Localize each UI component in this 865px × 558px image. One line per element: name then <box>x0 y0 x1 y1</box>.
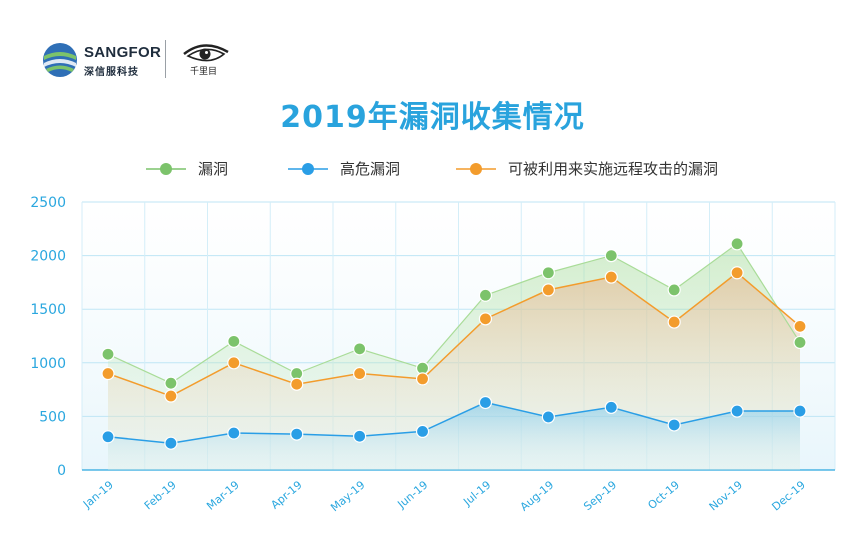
data-point <box>730 266 744 280</box>
data-point <box>101 347 115 361</box>
logo-area: SANGFOR 深信服科技 千里目 <box>38 38 298 82</box>
x-tick-label: Aug-19 <box>518 478 557 513</box>
data-point <box>541 410 555 424</box>
data-point <box>478 395 493 410</box>
x-tick-label: May-19 <box>328 478 367 514</box>
data-point <box>227 426 241 440</box>
legend-label: 高危漏洞 <box>340 160 400 178</box>
series-line <box>107 271 801 397</box>
x-tick-label: Apr-19 <box>268 478 304 511</box>
data-point <box>227 356 241 370</box>
data-point <box>353 366 367 381</box>
legend-label: 漏洞 <box>198 160 228 178</box>
x-tick-label: Oct-19 <box>645 478 682 512</box>
data-point <box>667 418 681 432</box>
data-point <box>730 237 744 251</box>
data-point <box>164 436 178 450</box>
y-tick-label: 1000 <box>30 356 66 372</box>
sangfor-brand-subtitle: 深信服科技 <box>84 67 139 78</box>
legend-item: 漏洞 <box>146 160 228 178</box>
eye-logo-icon: 千里目 <box>183 44 229 77</box>
data-point <box>353 342 367 356</box>
data-point <box>793 404 807 418</box>
legend-swatch-marker <box>302 163 314 175</box>
legend-item: 高危漏洞 <box>288 160 400 178</box>
legend: 漏洞 高危漏洞 可被利用来实施远程攻击的漏洞 <box>146 160 718 178</box>
data-point <box>478 288 493 302</box>
data-point <box>353 429 367 443</box>
x-tick-label: Feb-19 <box>142 478 179 512</box>
chart-title: 2019年漏洞收集情况 <box>280 100 585 135</box>
logo-divider <box>165 40 166 78</box>
data-point <box>604 400 618 414</box>
data-point <box>164 389 178 403</box>
y-tick-label: 2500 <box>30 195 66 211</box>
data-point <box>290 377 304 391</box>
x-tick-label: Jun-19 <box>394 478 430 511</box>
y-tick-label: 500 <box>39 409 66 425</box>
data-point <box>415 424 430 439</box>
data-point <box>164 376 178 390</box>
legend-swatch-marker <box>470 163 482 175</box>
series-area <box>108 402 800 470</box>
data-point <box>667 283 681 297</box>
legend-label: 可被利用来实施远程攻击的漏洞 <box>508 160 718 178</box>
data-point <box>227 334 241 348</box>
x-tick-label: Jul-19 <box>460 478 493 509</box>
y-tick-label: 1500 <box>30 302 66 318</box>
partner-mark-text: 千里目 <box>190 66 217 77</box>
data-point <box>541 266 555 280</box>
x-tick-label: Jan-19 <box>80 478 116 511</box>
legend-swatch-marker <box>160 163 172 175</box>
data-point <box>793 335 807 350</box>
series-line <box>107 242 801 384</box>
x-tick-label: Mar-19 <box>204 478 241 512</box>
series-line <box>107 401 800 444</box>
data-point <box>793 319 807 333</box>
x-tick-label: Sep-19 <box>581 478 619 513</box>
y-tick-label: 2000 <box>30 249 66 265</box>
data-point <box>101 366 115 381</box>
data-point <box>101 430 115 444</box>
data-point <box>541 283 555 297</box>
x-tick-label: Dec-19 <box>769 478 807 513</box>
legend-item: 可被利用来实施远程攻击的漏洞 <box>456 160 718 178</box>
data-point <box>667 315 681 329</box>
data-point <box>478 312 493 326</box>
y-axis: 0 500 1000 1500 2000 2500 <box>30 195 66 479</box>
sangfor-logo-icon <box>43 43 77 77</box>
sangfor-brand-name: SANGFOR <box>84 44 162 61</box>
x-axis: Jan-19 Feb-19 Mar-19 Apr-19 May-19 Jun-19 Jul-… <box>80 478 808 514</box>
data-point <box>415 372 430 386</box>
data-point <box>290 427 304 441</box>
data-point <box>604 270 618 284</box>
x-tick-label: Nov-19 <box>707 478 745 513</box>
y-tick-label: 0 <box>57 463 66 479</box>
data-point <box>604 249 618 263</box>
data-point <box>730 404 744 418</box>
